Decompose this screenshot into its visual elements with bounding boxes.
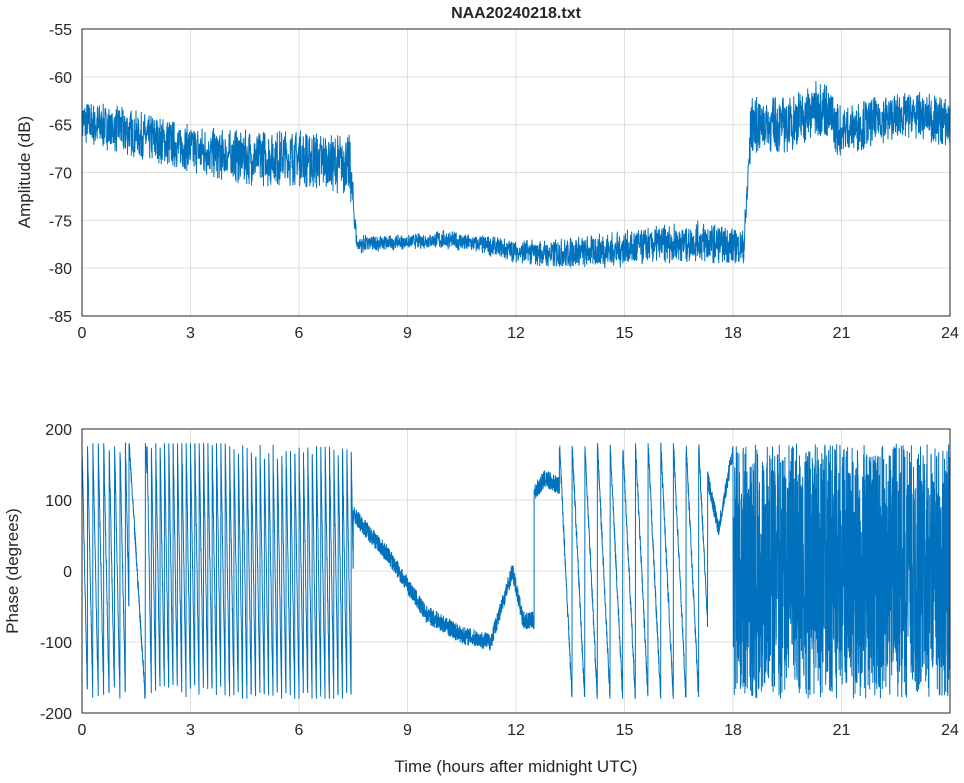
x-tick-label: 0: [78, 325, 87, 342]
x-tick-label: 9: [403, 325, 412, 342]
x-tick-label: 9: [403, 722, 412, 739]
y-tick-label: 200: [45, 422, 72, 439]
chart-title: NAA20240218.txt: [451, 5, 582, 22]
axes-box: [81, 28, 951, 317]
x-tick-label: 21: [833, 325, 851, 342]
phase-xlabel: Time (hours after midnight UTC): [394, 757, 637, 776]
y-tick-label: -70: [49, 166, 72, 183]
x-tick-label: 24: [941, 325, 959, 342]
x-tick-label: 12: [507, 325, 525, 342]
axes-box: [81, 428, 951, 714]
phase-ylabel: Phase (degrees): [3, 508, 22, 634]
x-tick-label: 21: [833, 722, 851, 739]
y-tick-label: -80: [49, 261, 72, 278]
x-tick-label: 24: [941, 722, 959, 739]
y-tick-label: -60: [49, 70, 72, 87]
x-tick-label: 3: [186, 722, 195, 739]
y-tick-label: -200: [40, 706, 72, 723]
amplitude-ylabel: Amplitude (dB): [15, 116, 34, 228]
y-tick-label: 0: [63, 564, 72, 581]
x-tick-label: 0: [78, 722, 87, 739]
x-tick-label: 3: [186, 325, 195, 342]
amplitude-series-line: [81, 81, 951, 269]
x-tick-label: 18: [724, 722, 742, 739]
y-tick-label: -75: [49, 213, 72, 230]
phase-series-line: [81, 442, 951, 699]
x-tick-label: 18: [724, 325, 742, 342]
y-tick-label: -85: [49, 309, 72, 326]
y-tick-label: -65: [49, 118, 72, 135]
x-tick-label: 6: [295, 722, 304, 739]
amplitude-axes: 0 3 6 9 12 15 18 21 24 -55 -60 -65 -70 -75 -80 -85: [49, 22, 959, 342]
x-tick-label: 15: [616, 722, 634, 739]
y-tick-label: -55: [49, 22, 72, 39]
y-tick-label: 100: [45, 493, 72, 510]
x-tick-label: 15: [616, 325, 634, 342]
x-tick-label: 6: [295, 325, 304, 342]
x-tick-label: 12: [507, 722, 525, 739]
phase-axes: 0 3 6 9 12 15 18 21 24 200 100 0 -100 -200: [40, 422, 959, 739]
y-tick-label: -100: [40, 635, 72, 652]
